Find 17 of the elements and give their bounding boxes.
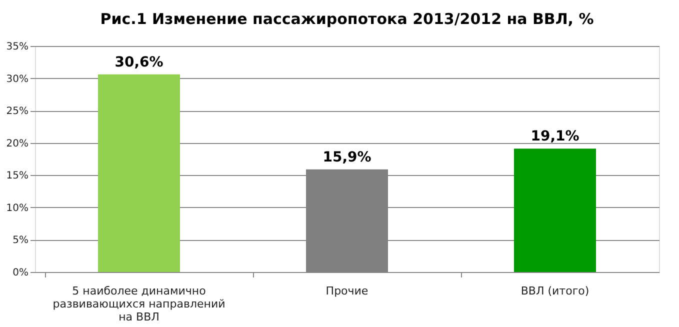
x-tick-label: ВВЛ (итого): [520, 284, 590, 298]
x-tick-label: Прочие: [326, 284, 368, 298]
y-tick-label: 5%: [12, 235, 28, 246]
data-label: 30,6%: [114, 54, 164, 70]
y-tick-label: 10%: [6, 202, 28, 214]
y-tick-label: 15%: [6, 170, 28, 182]
bar: [98, 74, 180, 272]
data-label: 19,1%: [530, 128, 580, 145]
y-tick-label: 0%: [12, 268, 28, 278]
y-tick-label: 30%: [6, 74, 28, 85]
y-tick-label: 35%: [6, 42, 28, 52]
chart-title: Рис.1 Изменение пассажиропотока 2013/2012 на ВВЛ, %: [100, 10, 594, 28]
x-tick-label: 5 наиболее динамично развивающихся направлений на ВВЛ: [52, 284, 226, 324]
y-tick-label: 20%: [6, 138, 28, 150]
y-tick-label: 25%: [6, 106, 28, 118]
bar: [514, 148, 596, 272]
data-label: 15,9%: [322, 149, 372, 166]
